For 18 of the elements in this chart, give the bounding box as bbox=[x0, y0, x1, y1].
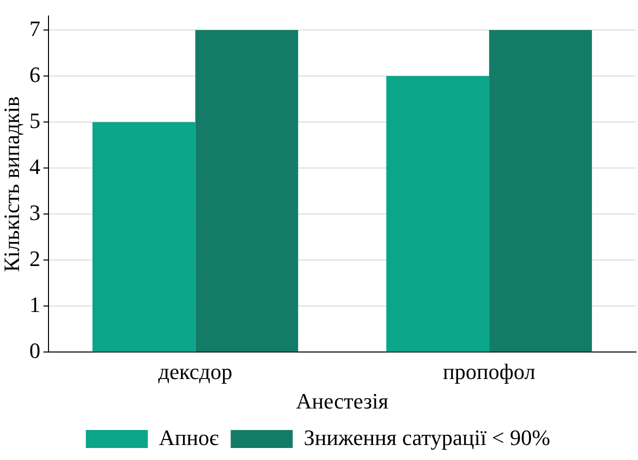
bar bbox=[92, 122, 196, 352]
y-tick-label: 7 bbox=[29, 16, 40, 41]
y-tick-label: 6 bbox=[29, 62, 40, 87]
x-axis-title: Анестезія bbox=[296, 388, 388, 414]
y-tick-label: 2 bbox=[29, 246, 40, 271]
y-tick-label: 3 bbox=[29, 200, 40, 225]
bar bbox=[386, 76, 490, 352]
legend-label: Зниження сатурації < 90% bbox=[304, 424, 550, 450]
bar bbox=[195, 30, 298, 352]
y-tick-label: 5 bbox=[29, 108, 40, 133]
bar bbox=[489, 30, 592, 352]
y-tick-label: 0 bbox=[29, 338, 40, 363]
x-tick-label: дексдор bbox=[158, 359, 232, 384]
y-tick-label: 1 bbox=[29, 292, 40, 317]
y-axis-title: Кількість випадків bbox=[0, 96, 24, 272]
y-tick-label: 4 bbox=[29, 154, 40, 179]
x-tick-label: пропофол bbox=[442, 359, 536, 384]
legend-label: Апноє bbox=[158, 424, 220, 450]
